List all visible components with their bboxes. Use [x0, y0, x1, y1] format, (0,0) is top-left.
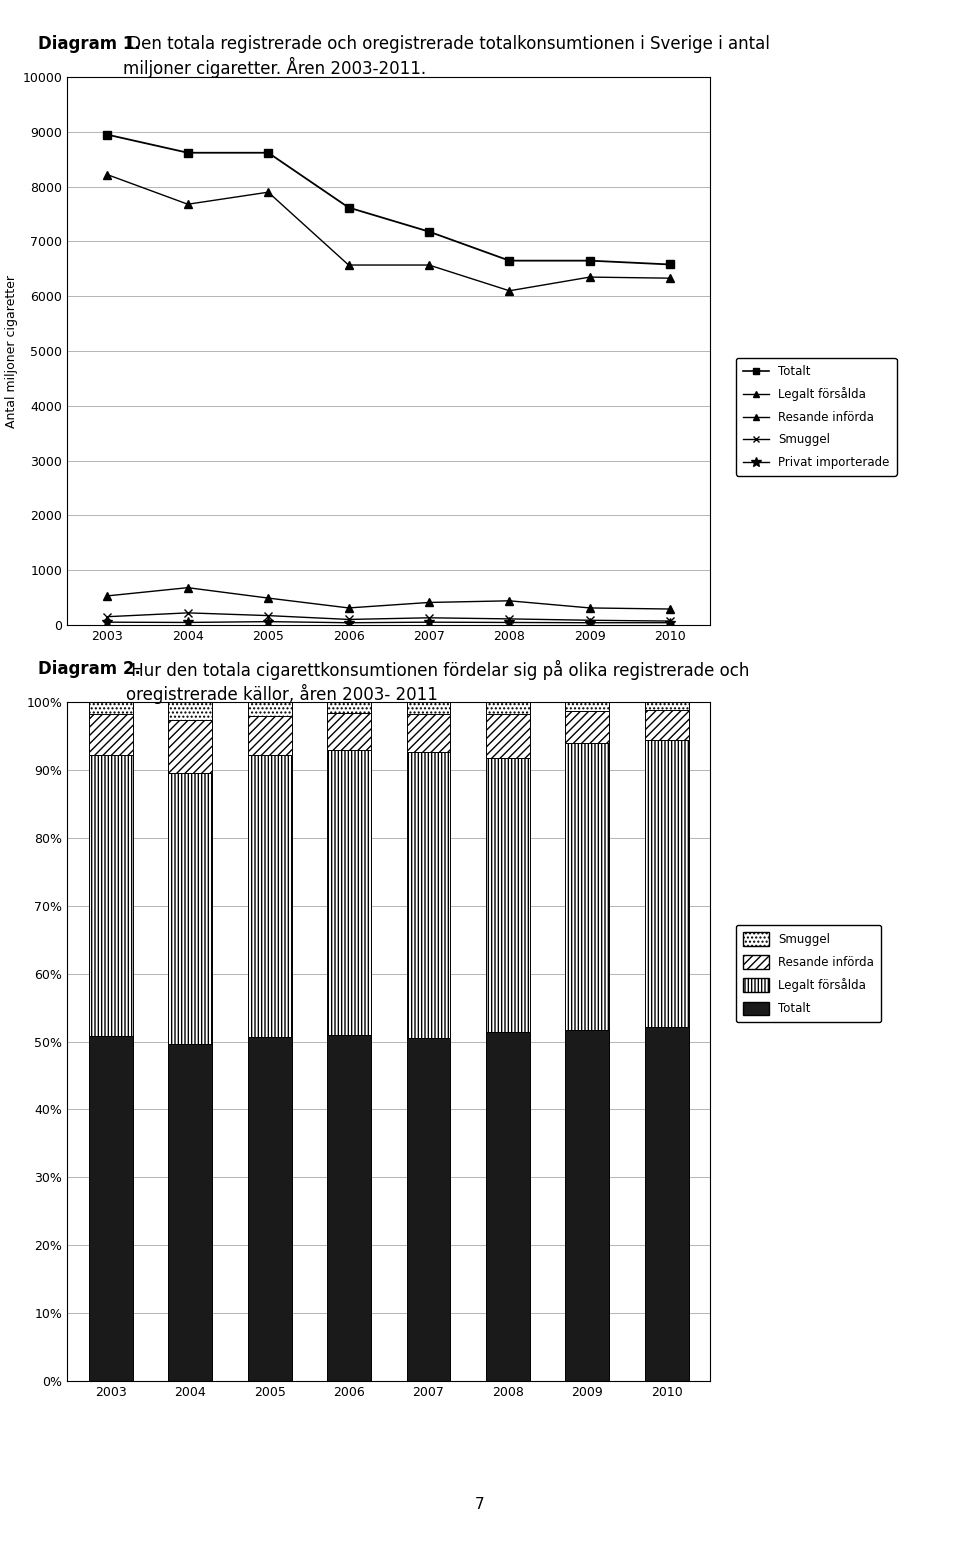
Bar	[486, 1032, 530, 1381]
Totalt	[343, 198, 354, 216]
Bar	[407, 753, 450, 1038]
Legalt försålda	[343, 256, 354, 275]
Legalt försålda	[504, 281, 516, 299]
Totalt	[423, 222, 435, 241]
Bar	[486, 702, 530, 713]
Line: Legalt försålda: Legalt försålda	[104, 171, 674, 295]
Line: Resande införda: Resande införda	[104, 583, 674, 613]
Bar	[486, 758, 530, 1032]
Line: Totalt: Totalt	[104, 131, 674, 268]
Resande införda	[504, 591, 516, 609]
Resande införda	[262, 589, 274, 608]
Bar	[486, 713, 530, 758]
Legend: Totalt, Legalt försålda, Resande införda, Smuggel, Privat importerade: Totalt, Legalt försålda, Resande införda…	[735, 358, 897, 475]
Smuggel	[182, 603, 194, 622]
Bar	[407, 714, 450, 753]
Bar	[168, 773, 212, 1045]
Bar	[168, 719, 212, 773]
Legalt försålda	[182, 194, 194, 213]
Bar	[645, 710, 688, 739]
Legalt försålda	[262, 184, 274, 202]
Privat importerade	[262, 613, 274, 631]
Bar	[248, 755, 292, 1037]
Privat importerade	[102, 613, 113, 631]
Bar	[565, 744, 610, 1029]
Text: Diagram 2.: Diagram 2.	[38, 660, 141, 679]
Privat importerade	[182, 613, 194, 631]
Bar	[645, 702, 688, 710]
Line: Privat importerade: Privat importerade	[103, 617, 675, 628]
Legalt försålda	[423, 256, 435, 275]
Smuggel	[584, 611, 595, 630]
Smuggel	[664, 613, 676, 631]
Privat importerade	[504, 613, 516, 631]
Bar	[565, 711, 610, 744]
Text: 7: 7	[475, 1497, 485, 1512]
Bar	[327, 750, 371, 1035]
Privat importerade	[664, 614, 676, 633]
Bar	[565, 1029, 610, 1381]
Text: Hur den totala cigarettkonsumtionen fördelar sig på olika registrerade och
oregi: Hur den totala cigarettkonsumtionen förd…	[126, 660, 749, 704]
Bar	[168, 702, 212, 719]
Totalt	[664, 255, 676, 273]
Bar	[89, 702, 132, 714]
Smuggel	[343, 609, 354, 628]
Privat importerade	[423, 613, 435, 631]
Legalt försålda	[584, 268, 595, 287]
Text: Diagram 1.: Diagram 1.	[38, 35, 141, 54]
Bar	[327, 713, 371, 750]
Bar	[168, 1045, 212, 1381]
Line: Smuggel: Smuggel	[104, 609, 674, 625]
Smuggel	[504, 609, 516, 628]
Bar	[645, 1026, 688, 1381]
Bar	[89, 714, 132, 755]
Smuggel	[102, 608, 113, 626]
Privat importerade	[343, 614, 354, 633]
Bar	[565, 702, 610, 711]
Bar	[248, 702, 292, 716]
Privat importerade	[584, 614, 595, 633]
Bar	[89, 1035, 132, 1381]
Y-axis label: Antal miljoner cigaretter: Antal miljoner cigaretter	[6, 275, 18, 427]
Resande införda	[423, 593, 435, 611]
Legalt försålda	[102, 165, 113, 184]
Legend: Smuggel, Resande införda, Legalt försålda, Totalt: Smuggel, Resande införda, Legalt försåld…	[735, 924, 881, 1023]
Bar	[248, 1037, 292, 1381]
Smuggel	[423, 608, 435, 626]
Resande införda	[343, 599, 354, 617]
Resande införda	[182, 579, 194, 597]
Resande införda	[584, 599, 595, 617]
Smuggel	[262, 606, 274, 625]
Bar	[248, 716, 292, 755]
Totalt	[504, 252, 516, 270]
Bar	[89, 755, 132, 1035]
Bar	[645, 739, 688, 1026]
Resande införda	[102, 586, 113, 605]
Bar	[407, 1038, 450, 1381]
Text: Den totala registrerade och oregistrerade totalkonsumtionen i Sverige i antal
mi: Den totala registrerade och oregistrerad…	[123, 35, 770, 79]
Totalt	[182, 143, 194, 162]
Legalt försålda	[664, 268, 676, 287]
Totalt	[584, 252, 595, 270]
Totalt	[102, 125, 113, 143]
Bar	[327, 1035, 371, 1381]
Resande införda	[664, 600, 676, 619]
Bar	[327, 702, 371, 713]
Bar	[407, 702, 450, 714]
Totalt	[262, 143, 274, 162]
